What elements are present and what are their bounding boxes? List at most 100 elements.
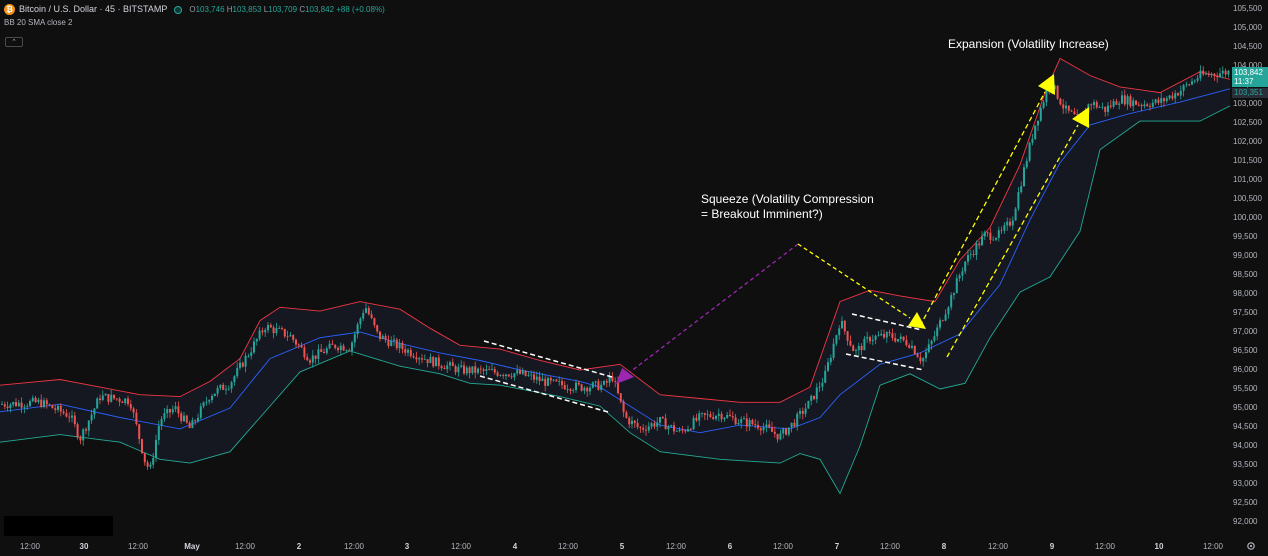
- candle-body[interactable]: [944, 314, 947, 321]
- candle-body[interactable]: [216, 387, 219, 394]
- candle-body[interactable]: [561, 381, 563, 386]
- yellow-arrow-line-squeeze[interactable]: [797, 243, 911, 319]
- candle-body[interactable]: [801, 410, 804, 414]
- candle-body[interactable]: [964, 261, 967, 272]
- candle-body[interactable]: [866, 337, 869, 339]
- candle-body[interactable]: [846, 331, 849, 341]
- candle-body[interactable]: [689, 429, 692, 430]
- candle-body[interactable]: [992, 239, 995, 241]
- candle-body[interactable]: [1202, 70, 1205, 75]
- candle-body[interactable]: [519, 370, 521, 374]
- candle-body[interactable]: [250, 352, 253, 356]
- candle-body[interactable]: [642, 428, 645, 430]
- candle-body[interactable]: [127, 398, 129, 405]
- candle-body[interactable]: [1207, 73, 1210, 75]
- candle-body[interactable]: [12, 402, 15, 405]
- chart-canvas[interactable]: [0, 0, 1230, 538]
- candle-body[interactable]: [191, 420, 194, 429]
- candle-body[interactable]: [482, 369, 485, 371]
- candle-body[interactable]: [163, 413, 166, 420]
- candle-body[interactable]: [723, 417, 726, 420]
- candle-body[interactable]: [818, 386, 821, 388]
- candle-body[interactable]: [493, 369, 496, 373]
- candle-body[interactable]: [177, 406, 180, 414]
- candle-body[interactable]: [370, 314, 373, 319]
- expansion-annotation[interactable]: Expansion (Volatility Increase): [948, 37, 1109, 51]
- candle-body[interactable]: [26, 405, 29, 407]
- candle-body[interactable]: [107, 394, 110, 402]
- candle-body[interactable]: [748, 419, 751, 427]
- candle-body[interactable]: [857, 345, 860, 351]
- candle-body[interactable]: [1146, 104, 1149, 107]
- candle-body[interactable]: [815, 387, 818, 400]
- candle-body[interactable]: [678, 429, 681, 431]
- candle-body[interactable]: [762, 427, 765, 431]
- candle-body[interactable]: [174, 406, 177, 410]
- candle-body[interactable]: [255, 338, 258, 342]
- candle-body[interactable]: [1011, 220, 1014, 226]
- candle-body[interactable]: [202, 402, 205, 407]
- candle-body[interactable]: [692, 417, 695, 430]
- candle-body[interactable]: [96, 398, 99, 409]
- candle-body[interactable]: [793, 422, 796, 427]
- candle-body[interactable]: [286, 336, 289, 338]
- candle-body[interactable]: [997, 230, 1000, 238]
- candle-body[interactable]: [720, 413, 723, 420]
- candle-body[interactable]: [1053, 85, 1056, 90]
- candle-body[interactable]: [225, 389, 227, 391]
- candle-body[interactable]: [1188, 84, 1191, 86]
- candle-body[interactable]: [1193, 80, 1196, 82]
- candle-body[interactable]: [429, 356, 432, 364]
- candle-body[interactable]: [717, 413, 720, 416]
- candle-body[interactable]: [311, 355, 314, 363]
- candle-body[interactable]: [1149, 106, 1151, 107]
- candle-body[interactable]: [1179, 90, 1182, 96]
- candle-body[interactable]: [673, 425, 675, 432]
- candle-body[interactable]: [981, 236, 983, 246]
- candle-body[interactable]: [594, 381, 597, 383]
- candle-body[interactable]: [1216, 75, 1219, 78]
- candle-body[interactable]: [785, 428, 787, 435]
- candle-body[interactable]: [62, 411, 65, 414]
- candle-body[interactable]: [874, 335, 877, 340]
- candle-body[interactable]: [211, 396, 213, 401]
- candle-body[interactable]: [233, 376, 236, 383]
- squeeze-annotation[interactable]: Squeeze (Volatility Compression = Breako…: [701, 192, 874, 222]
- candle-body[interactable]: [664, 418, 667, 430]
- candle-body[interactable]: [219, 384, 222, 388]
- candle-body[interactable]: [670, 425, 673, 427]
- candle-body[interactable]: [631, 420, 633, 425]
- candle-body[interactable]: [1129, 96, 1132, 107]
- candle-body[interactable]: [617, 381, 619, 394]
- candle-body[interactable]: [29, 401, 31, 406]
- candle-body[interactable]: [913, 346, 916, 355]
- candle-body[interactable]: [474, 366, 477, 373]
- candle-body[interactable]: [121, 401, 124, 404]
- candle-body[interactable]: [1006, 221, 1009, 226]
- candle-body[interactable]: [695, 417, 698, 421]
- candle-body[interactable]: [1025, 160, 1028, 168]
- candle-body[interactable]: [71, 415, 73, 418]
- candle-body[interactable]: [435, 357, 437, 367]
- candle-body[interactable]: [661, 417, 664, 419]
- candle-body[interactable]: [449, 362, 451, 366]
- candle-body[interactable]: [796, 413, 799, 427]
- candle-body[interactable]: [426, 359, 429, 364]
- candle-body[interactable]: [1056, 85, 1059, 99]
- candle-body[interactable]: [622, 401, 625, 413]
- candle-body[interactable]: [919, 357, 922, 362]
- candle-body[interactable]: [1199, 70, 1202, 79]
- candle-body[interactable]: [57, 405, 59, 410]
- candle-body[interactable]: [1073, 111, 1076, 115]
- candle-body[interactable]: [1196, 78, 1199, 81]
- candle-body[interactable]: [855, 350, 857, 352]
- candle-body[interactable]: [1163, 98, 1165, 102]
- candle-body[interactable]: [188, 422, 191, 429]
- yellow-expansion-line-2[interactable]: [946, 124, 1079, 358]
- candle-body[interactable]: [653, 423, 656, 427]
- candle-body[interactable]: [1014, 208, 1017, 221]
- candle-body[interactable]: [829, 357, 832, 363]
- candle-body[interactable]: [404, 349, 407, 353]
- candle-body[interactable]: [1118, 103, 1121, 105]
- candle-body[interactable]: [454, 366, 457, 373]
